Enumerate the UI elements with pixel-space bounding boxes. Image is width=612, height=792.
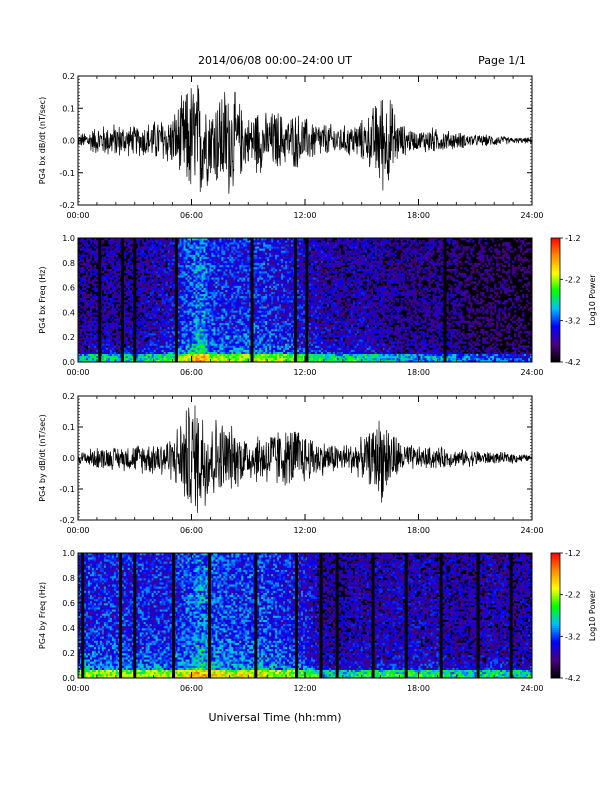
y-tick-label: 0.1 — [62, 423, 75, 432]
data-gap — [476, 553, 480, 678]
data-gap — [439, 553, 443, 678]
x-tick-label: 12:00 — [293, 211, 316, 220]
y-tick-label: 0.0 — [62, 674, 75, 683]
plot-area — [78, 553, 532, 678]
plot-area — [78, 405, 532, 513]
data-gap — [305, 238, 309, 362]
x-tick-label: 06:00 — [180, 211, 203, 220]
x-tick-label: 12:00 — [293, 368, 316, 377]
series-line — [78, 84, 532, 194]
colorbar-bx: -1.2 -2.2 -3.2 -4.2 Log10 Power — [550, 234, 597, 367]
x-tick-label: 06:00 — [180, 526, 203, 535]
colorbar-tick-label: -3.2 — [565, 317, 581, 326]
x-tick-label: 24:00 — [520, 211, 543, 220]
y-axis-label: PG4 bx Freq (Hz) — [38, 266, 47, 333]
figure-title: 2014/06/08 00:00–24:00 UT — [198, 54, 352, 67]
y-tick-label: 0.8 — [62, 259, 75, 268]
data-gap — [119, 553, 123, 678]
panel-bx-spectrogram: 00:00 06:00 12:00 18:00 24:00 1.0 0.8 0.6 0.4 0.2… — [38, 234, 544, 377]
data-gap — [335, 553, 339, 678]
y-axis-label: PG4 by Freq (Hz) — [38, 582, 47, 649]
data-gap — [81, 553, 85, 678]
y-tick-label: 0.0 — [62, 358, 75, 367]
y-tick-label: 1.0 — [62, 549, 75, 558]
data-gap — [174, 238, 178, 362]
y-tick-label: 0.1 — [62, 104, 75, 113]
y-axis-label: PG4 by dB/dt (nT/sec) — [38, 414, 47, 501]
series-line — [78, 405, 532, 513]
plot-area — [78, 238, 532, 362]
y-tick-label: 0.4 — [62, 308, 75, 317]
data-gap — [254, 553, 258, 678]
x-tick-label: 06:00 — [180, 684, 203, 693]
panel-by-dbdt: 00:00 06:00 12:00 18:00 24:00 0.2 0.1 0.0 -0.1 -0… — [38, 392, 544, 535]
data-gap — [250, 238, 254, 362]
x-tick-label: 18:00 — [407, 211, 430, 220]
data-gap — [404, 553, 408, 678]
x-tick-label: 18:00 — [407, 684, 430, 693]
y-tick-label: 1.0 — [62, 234, 75, 243]
y-tick-label: 0.0 — [62, 454, 75, 463]
x-tick-label: 12:00 — [293, 684, 316, 693]
data-gap — [207, 553, 211, 678]
y-tick-label: 0.2 — [62, 333, 75, 342]
x-tick-label: 00:00 — [66, 526, 89, 535]
data-gap — [172, 553, 176, 678]
x-tick-label: 12:00 — [293, 526, 316, 535]
colorbar-tick-label: -1.2 — [565, 234, 581, 243]
y-tick-label: -0.2 — [59, 201, 75, 210]
data-gap — [294, 238, 298, 362]
colorbar-label: Log10 Power — [588, 274, 597, 326]
data-gap — [319, 553, 323, 678]
panel-by-spectrogram: 00:00 06:00 12:00 18:00 24:00 1.0 0.8 0.6 0.4 0.2… — [38, 549, 544, 693]
data-gap — [371, 553, 375, 678]
colorbar-tick-label: -4.2 — [565, 674, 581, 683]
y-tick-label: 0.2 — [62, 392, 75, 401]
colorbar-by: -1.2 -2.2 -3.2 -4.2 Log10 Power — [550, 549, 597, 683]
x-tick-label: 00:00 — [66, 211, 89, 220]
x-tick-label: 24:00 — [520, 684, 543, 693]
data-gap — [120, 238, 124, 362]
x-tick-label: 18:00 — [407, 368, 430, 377]
colorbar-tick-label: -2.2 — [565, 591, 581, 600]
data-gap — [133, 238, 137, 362]
y-tick-label: 0.0 — [62, 137, 75, 146]
x-tick-label: 06:00 — [180, 368, 203, 377]
colorbar-tick-label: -4.2 — [565, 358, 581, 367]
data-gap — [294, 553, 298, 678]
colorbar-tick-label: -3.2 — [565, 632, 581, 641]
y-axis-label: PG4 bx dB/dt (nT/sec) — [38, 97, 47, 184]
x-tick-label: 24:00 — [520, 526, 543, 535]
y-tick-label: 0.6 — [62, 599, 75, 608]
data-gap — [98, 238, 102, 362]
plot-area — [78, 84, 532, 194]
colorbar-tick-label: -1.2 — [565, 549, 581, 558]
panel-bx-dbdt: 00:00 06:00 12:00 18:00 24:00 0.2 0.1 0.0 -0.1 -0… — [38, 72, 544, 220]
y-tick-label: -0.1 — [59, 169, 75, 178]
colorbar-frame — [550, 552, 561, 679]
y-tick-label: 0.2 — [62, 649, 75, 658]
data-gap — [509, 553, 513, 678]
colorbar-frame — [550, 237, 561, 363]
y-tick-label: 0.6 — [62, 284, 75, 293]
data-gap — [133, 553, 137, 678]
y-tick-label: -0.1 — [59, 485, 75, 494]
x-tick-label: 18:00 — [407, 526, 430, 535]
x-tick-label: 00:00 — [66, 368, 89, 377]
x-axis-label: Universal Time (hh:mm) — [209, 711, 342, 724]
y-tick-label: 0.4 — [62, 624, 75, 633]
y-tick-label: 0.2 — [62, 72, 75, 81]
x-tick-label: 24:00 — [520, 368, 543, 377]
colorbar-tick-label: -2.2 — [565, 275, 581, 284]
colorbar-label: Log10 Power — [588, 589, 597, 641]
x-tick-label: 00:00 — [66, 684, 89, 693]
y-tick-label: -0.2 — [59, 516, 75, 525]
y-tick-label: 0.8 — [62, 574, 75, 583]
page-number: Page 1/1 — [478, 54, 526, 67]
data-gap — [443, 238, 447, 362]
